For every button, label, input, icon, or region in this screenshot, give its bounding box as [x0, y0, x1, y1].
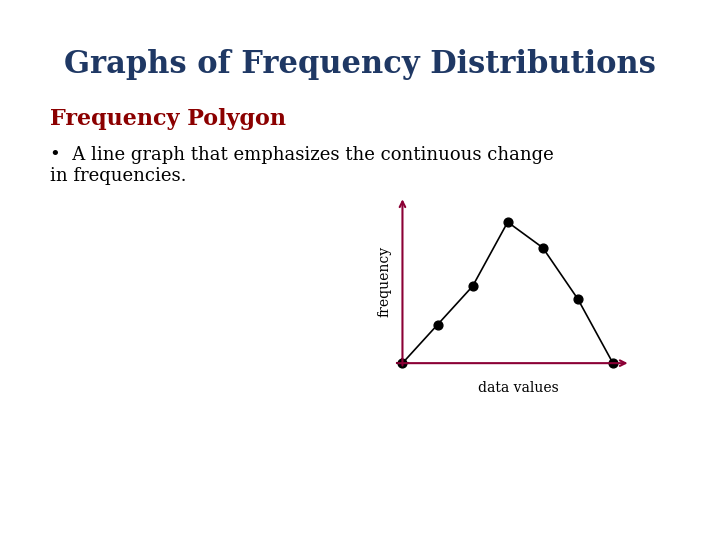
Point	[467, 282, 478, 291]
Text: data values: data values	[478, 381, 559, 395]
Point	[607, 359, 618, 367]
Text: ALWAYS LEARNING: ALWAYS LEARNING	[14, 515, 117, 525]
Point	[397, 359, 408, 367]
Text: •  A line graph that emphasizes the continuous change
in frequencies.: • A line graph that emphasizes the conti…	[50, 146, 554, 185]
Text: Frequency Polygon: Frequency Polygon	[50, 108, 287, 130]
Text: Graphs of Frequency Distributions: Graphs of Frequency Distributions	[64, 49, 656, 79]
Point	[432, 320, 444, 329]
Text: frequency: frequency	[378, 246, 392, 316]
Point	[572, 295, 584, 303]
Point	[502, 218, 513, 226]
Text: 28: 28	[684, 515, 698, 525]
Point	[537, 244, 549, 252]
Text: PEARSON: PEARSON	[569, 513, 655, 526]
Text: Copyright © 2015, 2012, and 2009 Pearson Education, Inc.: Copyright © 2015, 2012, and 2009 Pearson…	[226, 515, 494, 524]
